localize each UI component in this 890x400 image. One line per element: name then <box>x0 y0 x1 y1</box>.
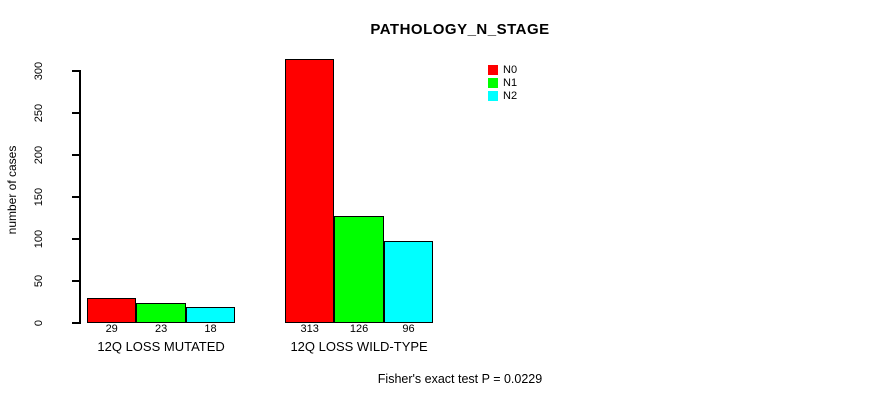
legend-label: N2 <box>503 90 518 102</box>
legend-label: N1 <box>503 77 518 89</box>
legend-swatch-icon <box>488 65 498 75</box>
y-tick-label: 100 <box>33 229 45 248</box>
bar-value-label: 126 <box>349 323 369 335</box>
bar-value-label: 29 <box>105 323 118 335</box>
y-tick-label: 250 <box>33 103 45 122</box>
y-tick-label: 150 <box>33 187 45 206</box>
bar-value-label: 18 <box>204 323 217 335</box>
annotation-fisher-test: Fisher's exact test P = 0.0229 <box>377 372 543 386</box>
bar-n2-wild-type <box>383 241 434 324</box>
y-tick-label: 0 <box>33 319 45 326</box>
y-tick-label: 200 <box>33 145 45 164</box>
bar-n1-wild-type <box>334 216 384 324</box>
y-axis-tick <box>72 112 79 114</box>
chart-title: PATHOLOGY_N_STAGE <box>370 21 550 38</box>
y-axis-tick <box>72 196 79 198</box>
y-axis-label: number of cases <box>5 145 19 235</box>
bar-value-label: 313 <box>300 323 319 335</box>
bar-n0-mutated <box>87 297 137 324</box>
category-label: 12Q LOSS WILD-TYPE <box>290 339 428 354</box>
legend-swatch-icon <box>488 78 498 88</box>
y-axis-tick <box>72 322 79 324</box>
y-axis-tick <box>72 280 79 282</box>
bar-n0-wild-type <box>285 59 335 324</box>
y-axis-line <box>79 70 81 324</box>
y-axis-tick <box>72 70 79 72</box>
bar-n1-mutated <box>136 302 186 324</box>
legend-swatch-icon <box>488 91 498 101</box>
bar-value-label: 23 <box>154 323 168 335</box>
y-tick-label: 50 <box>33 274 45 287</box>
y-tick-label: 300 <box>33 61 45 80</box>
bar-value-label: 96 <box>402 323 415 335</box>
category-label: 12Q LOSS MUTATED <box>97 339 225 354</box>
y-axis-tick <box>72 238 79 240</box>
legend-label: N0 <box>503 64 518 76</box>
bar-n2-mutated <box>185 306 236 324</box>
y-axis-tick <box>72 154 79 156</box>
